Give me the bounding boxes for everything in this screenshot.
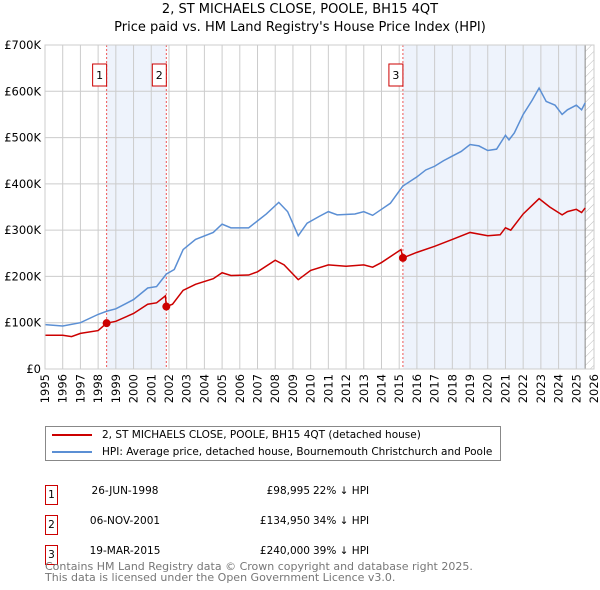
x-tick-label: 2013 xyxy=(357,374,371,403)
x-tick-label: 2003 xyxy=(180,374,194,403)
sale-point xyxy=(398,253,407,262)
sale-marker-label: 2 xyxy=(156,69,163,82)
transaction-date: 06-NOV-2001 xyxy=(89,515,161,527)
transaction-hpi-diff: 39% ↓ HPI xyxy=(313,545,370,557)
sale-marker-label: 3 xyxy=(392,69,399,82)
legend-swatch-red xyxy=(52,434,92,436)
x-tick-label: 2004 xyxy=(197,374,211,403)
x-tick-label: 2011 xyxy=(321,374,335,403)
x-tick-label: 2014 xyxy=(374,374,388,403)
transaction-price: £98,995 xyxy=(266,485,310,497)
transaction-marker: 3 xyxy=(45,545,58,565)
x-tick-label: 2021 xyxy=(498,374,512,403)
x-tick-label: 1996 xyxy=(56,374,70,403)
legend-label: 2, ST MICHAELS CLOSE, POOLE, BH15 4QT (d… xyxy=(102,429,421,441)
sale-marker-box xyxy=(388,63,404,87)
x-tick-label: 2016 xyxy=(410,374,424,403)
sale-point xyxy=(102,319,111,328)
x-tick-label: 1999 xyxy=(109,374,123,403)
transaction-hpi-diff: 34% ↓ HPI xyxy=(313,515,370,527)
transaction-price: £240,000 xyxy=(259,545,310,557)
x-tick-label: 2000 xyxy=(127,374,141,403)
transaction-date: 26-JUN-1998 xyxy=(91,485,159,497)
x-tick-label: 1995 xyxy=(38,374,52,403)
hpi-line xyxy=(44,86,586,327)
transaction-price: £134,950 xyxy=(259,515,310,527)
x-tick-label: 2001 xyxy=(144,374,158,403)
y-tick-label: £400K xyxy=(4,177,41,191)
sale-marker-label: 1 xyxy=(96,69,103,82)
y-tick-label: £500K xyxy=(4,131,41,145)
x-tick-label: 2010 xyxy=(304,374,318,403)
x-tick-label: 2008 xyxy=(268,374,282,403)
footer-licence: This data is licensed under the Open Gov… xyxy=(45,571,396,584)
sale-point xyxy=(162,302,171,311)
x-tick-label: 2018 xyxy=(445,374,459,403)
sale-marker-box xyxy=(151,63,167,87)
x-tick-label: 2007 xyxy=(251,374,265,403)
x-tick-label: 2012 xyxy=(339,374,353,403)
legend-item-hpi: HPI: Average price, detached house, Bour… xyxy=(52,444,492,460)
x-tick-label: 2026 xyxy=(587,374,600,403)
chart-subtitle: Price paid vs. HM Land Registry's House … xyxy=(114,20,486,35)
x-tick-label: 2017 xyxy=(428,374,442,403)
x-tick-label: 2009 xyxy=(286,374,300,403)
transaction-date: 19-MAR-2015 xyxy=(89,545,161,557)
property-price-line xyxy=(45,197,586,338)
legend-item-property: 2, ST MICHAELS CLOSE, POOLE, BH15 4QT (d… xyxy=(52,427,421,443)
x-tick-label: 1997 xyxy=(73,374,87,403)
x-tick-label: 2024 xyxy=(552,374,566,403)
x-tick-label: 2022 xyxy=(516,374,530,403)
y-tick-label: £600K xyxy=(4,84,41,98)
price-chart: 1995 1996 1997 1998 1999 2000 2001 2002 2003 2004… xyxy=(4,38,600,403)
legend: 2, ST MICHAELS CLOSE, POOLE, BH15 4QT (d… xyxy=(45,426,501,461)
shaded-period-1 xyxy=(106,45,167,369)
shaded-period-2 xyxy=(402,45,586,369)
legend-swatch-blue xyxy=(52,451,92,453)
x-tick-label: 2005 xyxy=(215,374,229,403)
x-tick-label: 2002 xyxy=(162,374,176,403)
y-tick-label: £100K xyxy=(4,316,41,330)
transaction-marker: 1 xyxy=(45,485,58,505)
footer-copyright: Contains HM Land Registry data © Crown c… xyxy=(45,560,473,573)
x-tick-label: 1998 xyxy=(91,374,105,403)
legend-label: HPI: Average price, detached house, Bour… xyxy=(102,446,493,458)
y-tick-label: £700K xyxy=(4,38,41,52)
transaction-marker: 2 xyxy=(45,515,58,535)
x-tick-label: 2019 xyxy=(463,374,477,403)
y-tick-label: £0 xyxy=(26,362,41,376)
x-tick-label: 2025 xyxy=(569,374,583,403)
chart-title: 2, ST MICHAELS CLOSE, POOLE, BH15 4QT xyxy=(161,2,439,17)
x-tick-label: 2006 xyxy=(233,374,247,403)
forecast-hatch xyxy=(585,45,594,369)
plot-border xyxy=(44,44,595,370)
x-tick-label: 2020 xyxy=(481,374,495,403)
transaction-hpi-diff: 22% ↓ HPI xyxy=(313,485,370,497)
y-tick-label: £200K xyxy=(4,269,41,283)
sale-marker-box xyxy=(92,63,108,87)
y-tick-label: £300K xyxy=(4,223,41,237)
x-tick-label: 2015 xyxy=(392,374,406,403)
x-tick-label: 2023 xyxy=(534,374,548,403)
